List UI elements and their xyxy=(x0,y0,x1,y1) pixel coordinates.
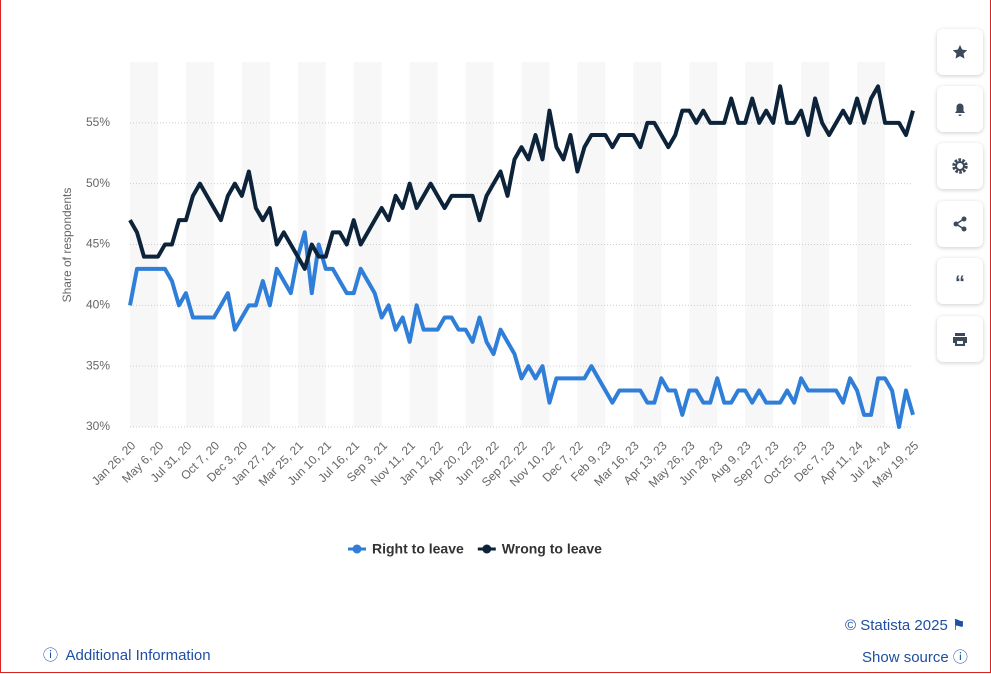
y-tick-label: 45% xyxy=(86,237,110,251)
share-button[interactable] xyxy=(937,201,983,247)
favorite-button[interactable] xyxy=(937,29,983,75)
line xyxy=(128,230,915,429)
legend-marker xyxy=(482,544,492,554)
show-source[interactable]: Show source ⓘ xyxy=(862,649,968,666)
y-tick-label: 35% xyxy=(86,358,110,372)
y-tick-label: 50% xyxy=(86,176,110,190)
additional-info-text: Additional Information xyxy=(65,647,211,664)
settings-button[interactable] xyxy=(937,143,983,189)
band xyxy=(409,62,438,427)
y-axis-label: Share of respondents xyxy=(60,188,74,303)
copyright[interactable]: © Statista 2025 ⚑ xyxy=(845,617,966,634)
band xyxy=(465,62,494,427)
y-tick-label: 40% xyxy=(86,298,110,312)
cite-button[interactable]: “ xyxy=(937,258,983,304)
line xyxy=(128,84,915,271)
additional-info[interactable]: ⓘ Additional Information xyxy=(43,647,211,664)
y-tick-label: 55% xyxy=(86,115,110,129)
band xyxy=(130,62,158,427)
y-tick-label: 30% xyxy=(86,419,110,433)
copyright-text: © Statista 2025 xyxy=(845,617,948,634)
show-source-text: Show source xyxy=(862,649,949,666)
svg-text:“: “ xyxy=(955,272,965,294)
notification-button[interactable] xyxy=(937,86,983,132)
print-button[interactable] xyxy=(937,316,983,362)
legend-label: Wrong to leave xyxy=(502,541,602,557)
legend-marker xyxy=(352,544,362,554)
legend-label: Right to leave xyxy=(372,541,464,557)
chart: Share of respondents 30%35%40%45%50%55%J… xyxy=(60,62,922,557)
